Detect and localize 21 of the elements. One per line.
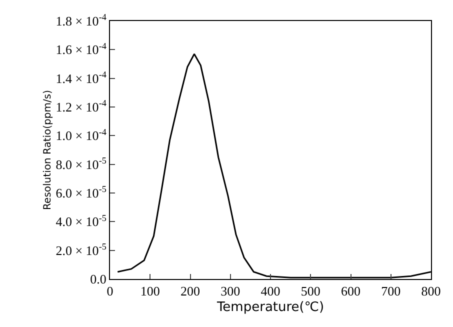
x-tick-label: 100 [140, 284, 160, 299]
y-axis-title: Resolution Ratio(ppm/s) [42, 90, 54, 210]
x-tick-label: 300 [220, 284, 240, 299]
y-tick-label: 1.6 × 10$^{-4}$ [56, 40, 107, 58]
x-tick-label: 200 [180, 284, 200, 299]
x-tick-label: 500 [300, 284, 320, 299]
x-tick-label: 0 [106, 284, 114, 299]
y-tick-label: 1.8 × 10$^{-4}$ [56, 12, 107, 29]
x-tick-label: 800 [421, 284, 441, 299]
y-tick-label: 1.4 × 10$^{-4}$ [56, 69, 107, 86]
x-tick-label: 400 [260, 284, 280, 299]
y-tick-label: 1.0 × 10$^{-4}$ [56, 126, 107, 144]
y-tick-label: 0.0 [90, 272, 106, 287]
x-tick-label: 700 [381, 284, 401, 299]
y-tick-label: 1.2 × 10$^{-4}$ [56, 98, 107, 115]
y-tick-label: 6.0 × 10$^{-5}$ [56, 184, 107, 201]
x-axis-title: Temperature(℃) [216, 300, 324, 316]
y-tick-label: 8.0 × 10$^{-5}$ [56, 155, 107, 172]
y-tick-label: 2.0 × 10$^{-5}$ [56, 241, 107, 258]
y-tick-label: 4.0 × 10$^{-5}$ [56, 212, 107, 230]
x-tick-label: 600 [341, 284, 360, 299]
